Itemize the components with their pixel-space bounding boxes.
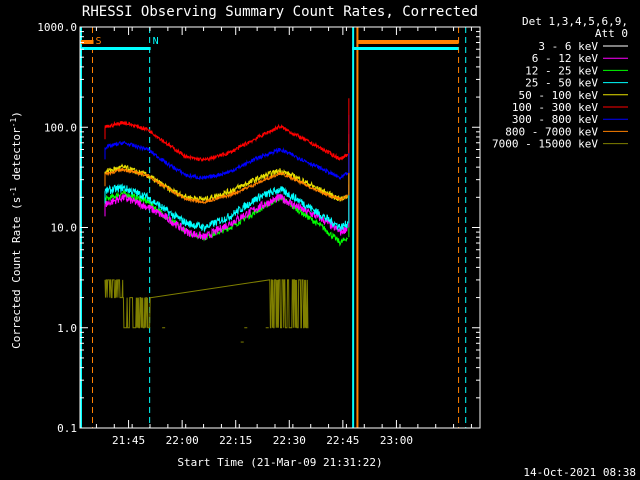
series-line-2	[104, 189, 348, 247]
legend-label-2: 12 - 25 keV	[525, 64, 598, 77]
x-tick-label: 22:45	[326, 434, 359, 447]
legend-label-3: 25 - 50 keV	[525, 77, 598, 90]
series-line-1	[104, 192, 348, 241]
x-tick-label: 22:15	[219, 434, 252, 447]
y-tick-label: 1.0	[57, 322, 77, 335]
y-tick-label: 1000.0	[37, 21, 77, 34]
x-tick-label: 23:00	[380, 434, 413, 447]
y-tick-label: 100.0	[44, 121, 77, 134]
night-start-marker	[352, 27, 355, 428]
flag-label-s: S	[96, 36, 102, 47]
legend-label-6: 300 - 800 keV	[512, 113, 598, 126]
legend-label-1: 6 - 12 keV	[532, 52, 599, 65]
y-tick-label: 10.0	[51, 222, 78, 235]
footer-date: 14-Oct-2021 08:38	[523, 466, 636, 479]
night-flag-bar-2	[352, 47, 459, 50]
saa-flag-bar-2	[356, 40, 459, 44]
axes-layer: 1000.0 100.0 10.0 1.0 0.1 21:45 22:00 22:15 22:3…	[37, 21, 481, 447]
series-line-7	[104, 167, 349, 205]
series-line-0	[104, 202, 349, 268]
y-tick-label: 0.1	[57, 422, 77, 435]
legend-label-0: 3 - 6 keV	[538, 40, 598, 53]
flag-label-n: N	[153, 36, 159, 47]
y-axis-label-text: Corrected Count Rate (s-1 detector-1)	[9, 111, 23, 349]
x-tick-label: 21:45	[112, 434, 145, 447]
saa-flag-bar	[81, 40, 94, 44]
legend-label-4: 50 - 100 keV	[519, 89, 599, 102]
series-line-6	[104, 140, 349, 181]
night-flag-bar	[81, 47, 151, 50]
series-line-8	[104, 279, 309, 329]
legend-label-5: 100 - 300 keV	[512, 101, 598, 114]
series-line-5	[104, 120, 349, 162]
chart-title: RHESSI Observing Summary Count Rates, Co…	[82, 4, 478, 20]
legend-header-line-2: Att 0	[595, 27, 628, 40]
legend-header-line-1: Det 1,3,4,5,6,9,	[522, 15, 628, 28]
x-tick-label: 22:30	[273, 434, 306, 447]
series-line-3	[104, 183, 349, 233]
x-axis-label: Start Time (21-Mar-09 21:31:22)	[177, 456, 382, 469]
saa-start-marker-2	[356, 27, 359, 428]
legend-label-7: 800 - 7000 keV	[505, 125, 598, 138]
x-tick-label: 22:00	[166, 434, 199, 447]
y-axis-label: Corrected Count Rate (s-1 detector-1)	[9, 111, 23, 349]
legend-label-8: 7000 - 15000 keV	[492, 138, 598, 151]
